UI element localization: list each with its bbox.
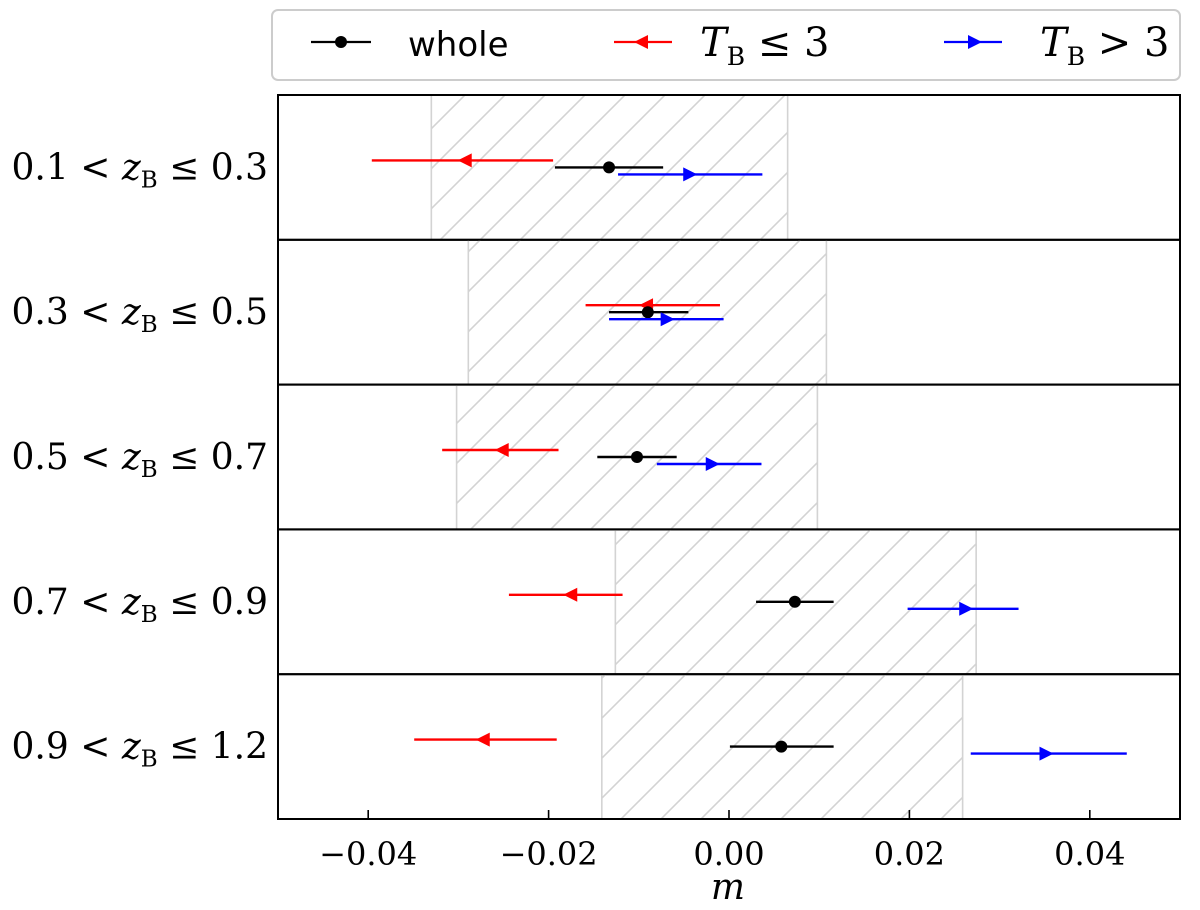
panel-3: 0.7 < zB ≤ 0.9 [12,528,1181,676]
point-high [683,167,698,182]
legend-whole-label: whole [408,25,509,65]
panel-4: 0.9 < zB ≤ 1.2 [12,673,1181,821]
panels: 0.1 < zB ≤ 0.3 0.3 < zB ≤ 0.5 0.5 < zB ≤ 0… [12,94,1181,821]
point-high [705,457,720,471]
point-whole [641,306,654,319]
bin-label: 0.7 < zB ≤ 0.9 [12,582,269,628]
bin-label: 0.5 < zB ≤ 0.7 [12,437,269,483]
legend-entry-high: TB > 3 [944,20,1169,71]
legend-whole-marker [335,36,347,48]
x-tick-label: 0.02 [874,835,945,873]
x-tick-label: 0.04 [1054,835,1125,873]
point-low [494,443,509,457]
legend: whole TB ≤ 3 TB > 3 [271,9,1181,81]
legend-low-marker [634,35,648,49]
point-high [660,312,675,327]
legend-high-marker [968,35,982,49]
panel-0: 0.1 < zB ≤ 0.3 [12,94,1181,241]
legend-frame [271,9,1181,81]
x-tick-label: 0.00 [693,835,764,873]
legend-entry-low: TB ≤ 3 [614,20,829,71]
point-high [959,601,974,616]
x-axis: −0.04 −0.02 0.00 0.02 0.04 [319,810,1125,873]
legend-entry-whole: whole [311,25,509,65]
x-tick-label: −0.04 [319,835,417,873]
legend-low-label: TB ≤ 3 [700,20,829,71]
legend-high-label: TB > 3 [1040,20,1169,71]
bin-label: 0.1 < zB ≤ 0.3 [12,147,269,193]
bin-label: 0.3 < zB ≤ 0.5 [12,292,269,338]
point-whole [788,595,801,608]
bin-label: 0.9 < zB ≤ 1.2 [12,727,269,773]
panel-1: 0.3 < zB ≤ 0.5 [12,238,1181,386]
panel-2: 0.5 < zB ≤ 0.7 [12,383,1181,531]
point-high [1039,746,1054,761]
point-low [475,732,490,747]
point-low [457,153,472,168]
point-whole [603,161,616,174]
x-tick-label: −0.02 [500,835,598,873]
x-axis-label: m [711,867,745,908]
point-low [563,587,578,602]
point-whole [775,740,788,753]
point-whole [630,451,643,463]
